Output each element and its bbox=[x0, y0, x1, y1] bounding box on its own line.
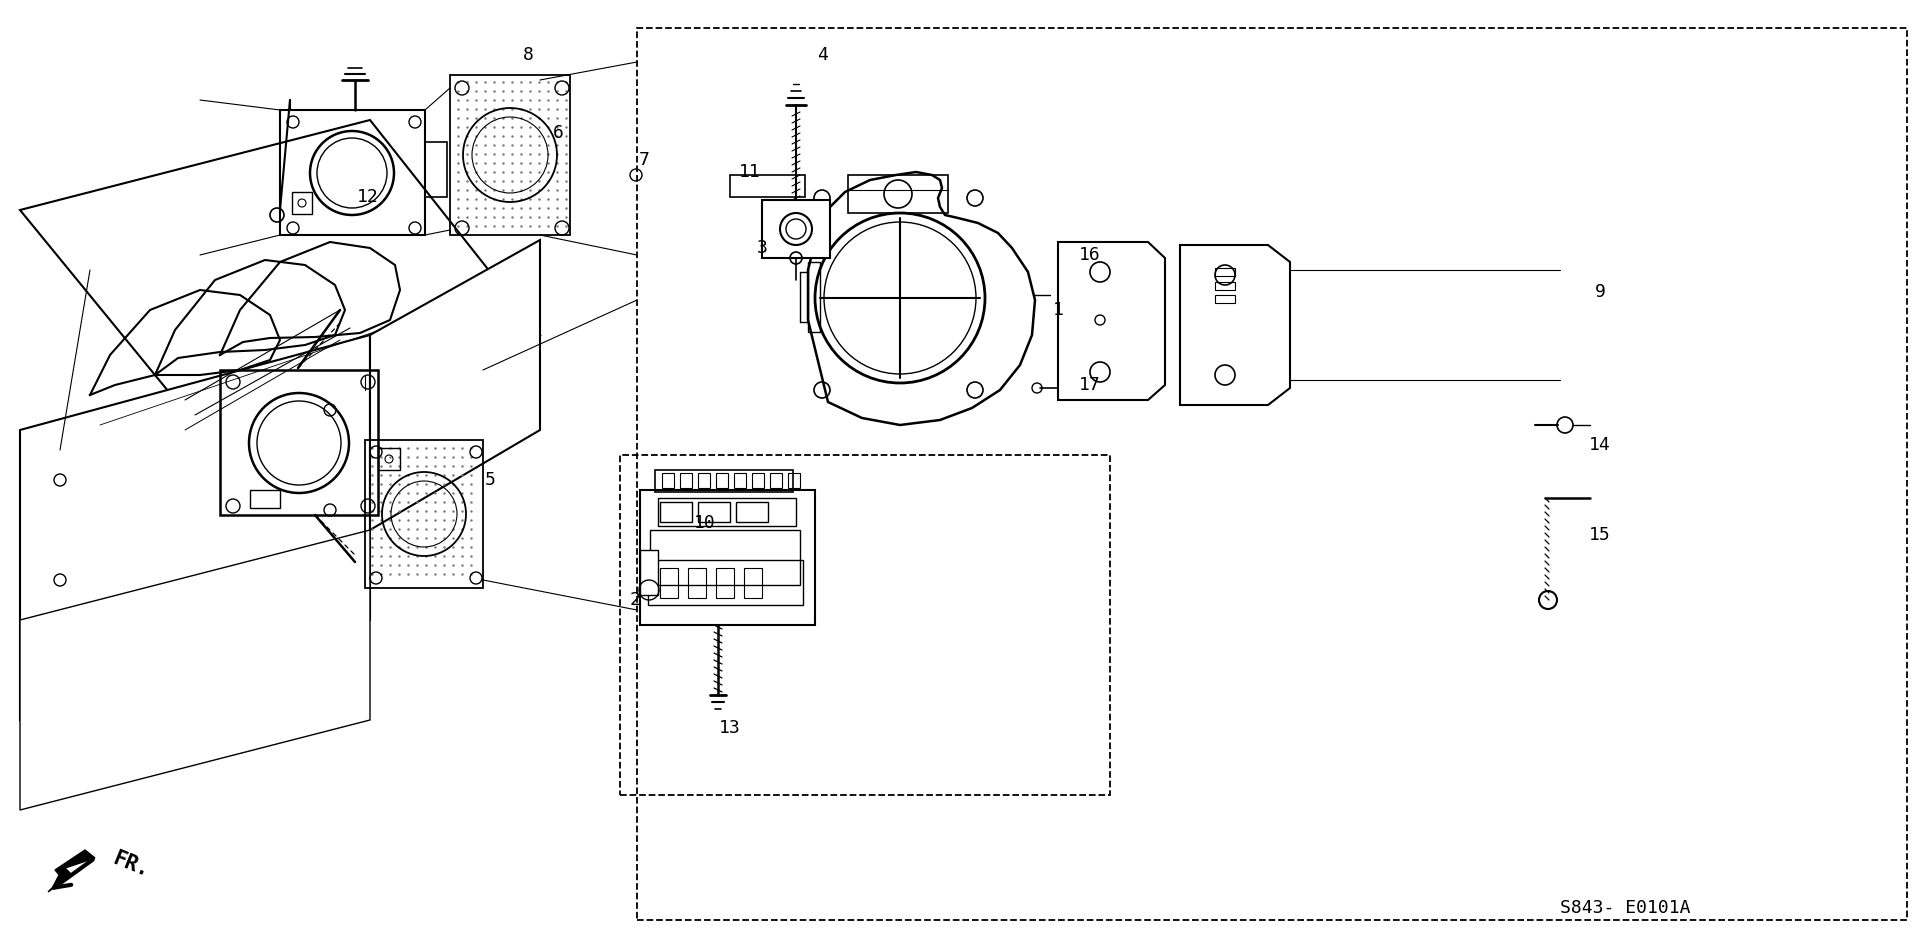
Bar bbox=[449, 75, 570, 235]
Text: 2: 2 bbox=[630, 591, 641, 609]
Text: 15: 15 bbox=[1590, 526, 1611, 544]
Polygon shape bbox=[19, 530, 371, 810]
Bar bbox=[250, 490, 280, 508]
Text: 12: 12 bbox=[357, 188, 378, 206]
Bar bbox=[365, 440, 484, 588]
Bar bbox=[221, 370, 378, 515]
Bar bbox=[620, 455, 1110, 795]
Text: 6: 6 bbox=[553, 124, 563, 142]
Polygon shape bbox=[19, 335, 371, 720]
Text: FR.: FR. bbox=[109, 849, 152, 882]
Bar bbox=[639, 490, 814, 625]
Bar bbox=[639, 550, 659, 595]
Bar bbox=[637, 28, 1907, 920]
Bar bbox=[753, 473, 764, 488]
Bar bbox=[745, 568, 762, 598]
Bar bbox=[687, 568, 707, 598]
Bar bbox=[1215, 282, 1235, 290]
Bar bbox=[735, 502, 768, 522]
Bar bbox=[716, 568, 733, 598]
Text: 7: 7 bbox=[639, 151, 649, 169]
Bar bbox=[770, 473, 781, 488]
Text: 3: 3 bbox=[756, 239, 768, 257]
Bar bbox=[424, 142, 447, 197]
Text: 11: 11 bbox=[739, 163, 760, 181]
Bar bbox=[699, 502, 730, 522]
Text: 13: 13 bbox=[720, 719, 741, 737]
Bar bbox=[662, 473, 674, 488]
Bar bbox=[699, 473, 710, 488]
Bar bbox=[292, 192, 311, 214]
Bar bbox=[762, 200, 829, 258]
Bar bbox=[651, 530, 801, 585]
Polygon shape bbox=[1058, 242, 1165, 400]
Polygon shape bbox=[19, 120, 540, 430]
Bar bbox=[660, 502, 691, 522]
Bar bbox=[787, 473, 801, 488]
Bar bbox=[733, 473, 747, 488]
Bar bbox=[808, 262, 820, 332]
Bar bbox=[280, 110, 424, 235]
Text: 14: 14 bbox=[1590, 436, 1611, 454]
Text: 16: 16 bbox=[1079, 246, 1100, 264]
Bar bbox=[680, 473, 691, 488]
Polygon shape bbox=[371, 240, 540, 530]
Bar bbox=[1215, 268, 1235, 276]
Text: 17: 17 bbox=[1079, 376, 1100, 394]
Polygon shape bbox=[808, 172, 1035, 425]
Polygon shape bbox=[1181, 245, 1290, 405]
Text: 8: 8 bbox=[522, 46, 534, 64]
Bar bbox=[649, 560, 803, 605]
Text: 9: 9 bbox=[1596, 283, 1605, 301]
Text: 5: 5 bbox=[484, 471, 495, 489]
Bar bbox=[659, 498, 797, 526]
Bar bbox=[655, 470, 793, 492]
Bar bbox=[378, 448, 399, 470]
Text: S843- E0101A: S843- E0101A bbox=[1559, 899, 1690, 917]
Bar bbox=[849, 175, 948, 213]
Text: 1: 1 bbox=[1052, 301, 1064, 319]
Text: 10: 10 bbox=[695, 514, 716, 532]
Bar bbox=[716, 473, 728, 488]
Text: 4: 4 bbox=[816, 46, 828, 64]
Bar bbox=[730, 175, 804, 197]
Bar bbox=[1215, 295, 1235, 303]
Polygon shape bbox=[48, 850, 94, 892]
Bar bbox=[660, 568, 678, 598]
